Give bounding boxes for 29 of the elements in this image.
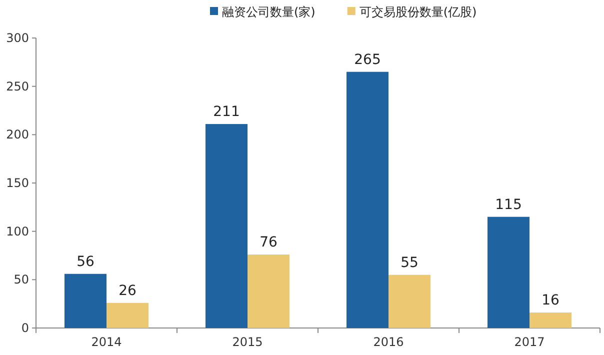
bar — [346, 72, 388, 328]
data-label: 16 — [542, 292, 560, 309]
bar — [248, 254, 290, 328]
bar — [64, 274, 106, 328]
y-tick-label: 100 — [6, 224, 29, 238]
y-tick-label: 50 — [14, 272, 29, 287]
x-tick-label: 2016 — [373, 335, 404, 349]
x-tick-label: 2014 — [91, 335, 122, 349]
legend-label: 可交易股份数量(亿股) — [359, 5, 477, 19]
data-label: 55 — [400, 254, 418, 271]
legend-label: 融资公司数量(家) — [222, 5, 316, 19]
bar — [388, 274, 430, 328]
x-tick-label: 2017 — [514, 335, 545, 349]
y-tick-label: 200 — [6, 128, 29, 142]
data-label: 265 — [354, 52, 381, 68]
bar — [530, 312, 572, 328]
y-tick-label: 300 — [6, 31, 29, 45]
data-label: 26 — [118, 282, 136, 299]
y-tick-label: 250 — [6, 79, 29, 94]
y-tick-label: 0 — [21, 321, 29, 335]
data-label: 76 — [260, 234, 278, 251]
bar — [488, 216, 530, 328]
x-tick-label: 2015 — [232, 335, 263, 349]
bar — [206, 124, 248, 328]
data-label: 56 — [76, 254, 94, 270]
bar — [106, 302, 148, 328]
y-tick-label: 150 — [6, 176, 29, 190]
data-label: 211 — [213, 104, 240, 120]
data-label: 115 — [495, 196, 522, 213]
